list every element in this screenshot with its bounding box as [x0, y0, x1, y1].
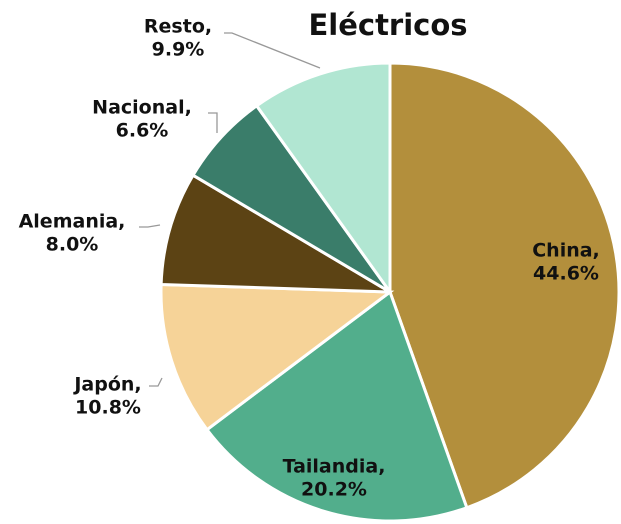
- slice-label: China,: [532, 240, 600, 262]
- leader-line: [224, 32, 321, 69]
- leader-line: [139, 224, 161, 228]
- slice-value-label: 9.9%: [152, 39, 205, 61]
- chart-title: Eléctricos: [308, 8, 467, 42]
- pie-slice: [159, 282, 395, 432]
- slice-value-label: 8.0%: [46, 234, 99, 256]
- leader-line: [149, 377, 163, 387]
- slice-label: Alemania,: [19, 211, 126, 233]
- slice-value-label: 6.6%: [116, 120, 169, 142]
- slice-label: Resto,: [144, 16, 212, 38]
- pie-slice: [159, 173, 391, 294]
- slice-label: Tailandia,: [283, 456, 386, 478]
- pie-slice: [254, 61, 392, 297]
- slice-value-label: 10.8%: [75, 397, 141, 419]
- pie-slice: [388, 61, 621, 510]
- leader-line: [208, 112, 218, 133]
- slice-value-label: 20.2%: [301, 479, 367, 501]
- slice-label: Japón,: [72, 374, 141, 396]
- slice-value-label: 44.6%: [533, 263, 599, 285]
- slice-label: Nacional,: [92, 97, 192, 119]
- pie-slice: [204, 289, 469, 523]
